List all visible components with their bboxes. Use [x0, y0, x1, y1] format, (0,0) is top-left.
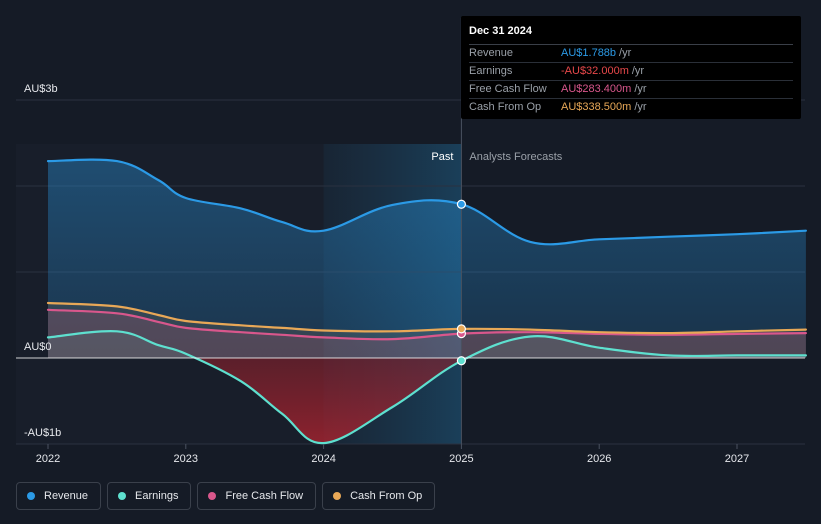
legend-label: Free Cash Flow	[225, 490, 304, 502]
line-revenue	[46, 158, 807, 246]
legend: Revenue Earnings Free Cash Flow Cash Fro…	[16, 482, 436, 510]
legend-dot-icon	[208, 492, 217, 500]
tooltip-row-name: Revenue	[469, 47, 514, 59]
marker-cash-from-op	[456, 324, 466, 334]
tooltip-row-revenue: Revenue AU$1.788b /yr	[469, 45, 793, 63]
legend-item-free-cash-flow[interactable]: Free Cash Flow	[197, 482, 317, 510]
y-tick-label: AU$3b	[24, 83, 58, 95]
y-axis-ticks: AU$3b AU$0 -AU$1b	[24, 83, 61, 439]
area-earnings-negative	[48, 358, 806, 444]
legend-dot-icon	[333, 492, 342, 500]
y-tick-label: AU$0	[24, 341, 52, 353]
area-free-cash-flow	[48, 309, 806, 358]
x-tick-label: 2026	[587, 453, 611, 465]
x-tick-label: 2027	[725, 453, 749, 465]
y-tick-label: -AU$1b	[24, 427, 61, 439]
legend-dot-icon	[27, 492, 35, 500]
tooltip-row-cash-from-op: Cash From Op AU$338.500m /yr	[469, 99, 793, 116]
line-free-cash-flow	[46, 308, 807, 341]
past-label: Past	[431, 151, 453, 163]
x-tick-label: 2024	[311, 453, 335, 465]
tooltip-row-unit: /yr	[634, 83, 647, 95]
tooltip-row-unit: /yr	[619, 47, 632, 59]
x-tick-label: 2023	[174, 453, 198, 465]
tooltip-row-value: -AU$32.000m	[561, 65, 629, 77]
marker-revenue	[456, 199, 466, 209]
tooltip-date: Dec 31 2024	[469, 24, 793, 45]
legend-label: Revenue	[44, 490, 89, 502]
legend-item-cash-from-op[interactable]: Cash From Op	[322, 482, 436, 510]
legend-dot-icon	[118, 492, 127, 500]
forecast-label: Analysts Forecasts	[469, 151, 562, 163]
line-earnings	[46, 330, 807, 445]
x-tick-label: 2025	[449, 453, 473, 465]
tooltip-row-name: Free Cash Flow	[469, 83, 547, 95]
series-lines	[46, 158, 807, 445]
tooltip-row-free-cash-flow: Free Cash Flow AU$283.400m /yr	[469, 81, 793, 99]
legend-label: Earnings	[135, 490, 179, 502]
tooltip-row-unit: /yr	[631, 65, 645, 77]
legend-label: Cash From Op	[350, 490, 423, 502]
area-earnings-positive	[48, 331, 806, 358]
marker-earnings	[456, 356, 466, 366]
tooltip-row-name: Earnings	[469, 65, 513, 77]
tooltip-row-value: AU$1.788b	[561, 47, 617, 59]
legend-item-revenue[interactable]: Revenue	[16, 482, 102, 510]
x-tick-label: 2022	[36, 453, 60, 465]
x-axis-ticks: 2022 2023 2024 2025 2026 2027	[36, 444, 749, 465]
tooltip-row-unit: /yr	[634, 101, 647, 113]
marker-group	[456, 199, 466, 366]
tooltip: Dec 31 2024 Revenue AU$1.788b /yr Earnin…	[461, 16, 801, 119]
tooltip-row-value: AU$338.500m	[561, 101, 632, 113]
line-cash-from-op	[46, 301, 807, 335]
tooltip-row-value: AU$283.400m	[561, 83, 632, 95]
tooltip-row-earnings: Earnings -AU$32.000m /yr	[469, 63, 793, 81]
legend-item-earnings[interactable]: Earnings	[107, 482, 192, 510]
tooltip-row-name: Cash From Op	[469, 101, 542, 113]
area-revenue	[48, 159, 806, 358]
